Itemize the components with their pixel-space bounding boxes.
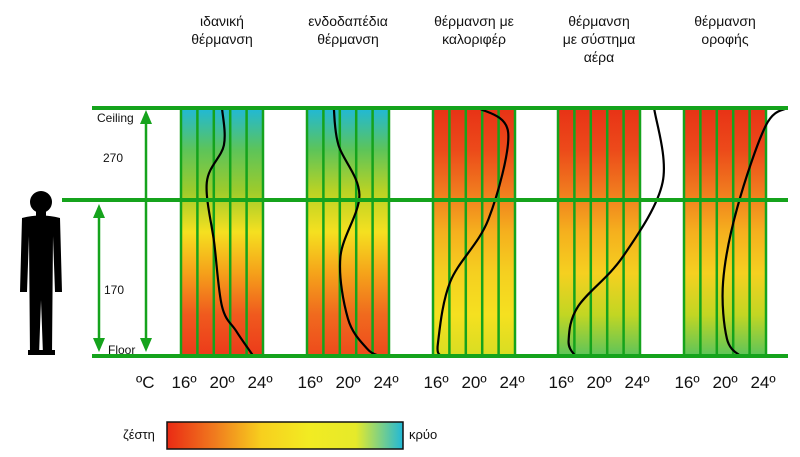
- height-arrow-lower: [93, 204, 105, 352]
- temperature-tick-label: 16º: [171, 373, 196, 392]
- height-arrow-upper: [140, 110, 152, 352]
- height-lower-label: 170: [104, 283, 124, 297]
- temperature-tick-label: 20º: [461, 373, 486, 392]
- person-silhouette: [20, 191, 62, 355]
- temperature-tick-label: 16º: [548, 373, 573, 392]
- column-temperature-gradient: [432, 108, 516, 356]
- height-upper-label: 270: [103, 151, 123, 165]
- column-title-line: ιδανική: [200, 13, 244, 29]
- floor-label: Floor: [108, 343, 135, 357]
- unit-label: ºC: [136, 373, 155, 392]
- heating-column-1: ιδανική θέρμανση 16º 20º 24º: [171, 13, 272, 392]
- column-title-line: θέρμανση: [317, 31, 379, 47]
- temperature-tick-label: 24º: [750, 373, 775, 392]
- column-title-line: αέρα: [584, 49, 614, 65]
- heating-column-5: θέρμανση οροφής 16º 20º 24º: [674, 13, 788, 392]
- column-title-line: θέρμανση: [191, 31, 253, 47]
- temperature-tick-label: 20º: [209, 373, 234, 392]
- legend-gradient-bar: [166, 421, 404, 450]
- heating-column-3: θέρμανση με καλοριφέρ 16º 20º 24º: [423, 13, 524, 392]
- temperature-profile-curve: [436, 107, 510, 357]
- legend-hot-label: ζέστη: [123, 427, 155, 442]
- temperature-profile-curve: [332, 107, 380, 358]
- heating-column-4: θέρμανση με σύστημα αέρα 16º 20º 24º: [548, 13, 665, 392]
- temperature-tick-label: 16º: [297, 373, 322, 392]
- temperature-tick-label: 20º: [586, 373, 611, 392]
- legend-cold-label: κρύο: [409, 427, 437, 442]
- temperature-tick-label: 20º: [712, 373, 737, 392]
- column-title-line: ενδοδαπέδια: [308, 13, 388, 29]
- temperature-profile-curve: [721, 107, 788, 357]
- temperature-tick-label: 24º: [624, 373, 649, 392]
- temperature-tick-label: 16º: [423, 373, 448, 392]
- column-temperature-gradient: [557, 108, 641, 356]
- temperature-profile-curve: [205, 107, 255, 357]
- heating-columns: ιδανική θέρμανση 16º 20º 24º ενδοδαπέδια θέρμα…: [171, 13, 788, 392]
- heating-column-2: ενδοδαπέδια θέρμανση 16º 20º 24º: [297, 13, 398, 392]
- column-title-line: οροφής: [701, 31, 748, 47]
- column-title-line: με σύστημα: [563, 31, 636, 47]
- temperature-tick-label: 16º: [674, 373, 699, 392]
- column-title-line: θέρμανση: [568, 13, 630, 29]
- temperature-tick-label: 24º: [373, 373, 398, 392]
- column-title-line: θέρμανση με: [434, 13, 514, 29]
- column-temperature-gradient: [683, 108, 767, 356]
- column-temperature-gradient: [180, 108, 264, 356]
- column-title-line: καλοριφέρ: [442, 31, 506, 47]
- column-title-line: θέρμανση: [694, 13, 756, 29]
- temperature-tick-label: 20º: [335, 373, 360, 392]
- temperature-tick-label: 24º: [247, 373, 272, 392]
- temperature-profile-curve: [567, 107, 665, 357]
- temperature-legend: ζέστη κρύο: [123, 421, 437, 450]
- ceiling-label: Ceiling: [97, 111, 134, 125]
- temperature-tick-label: 24º: [499, 373, 524, 392]
